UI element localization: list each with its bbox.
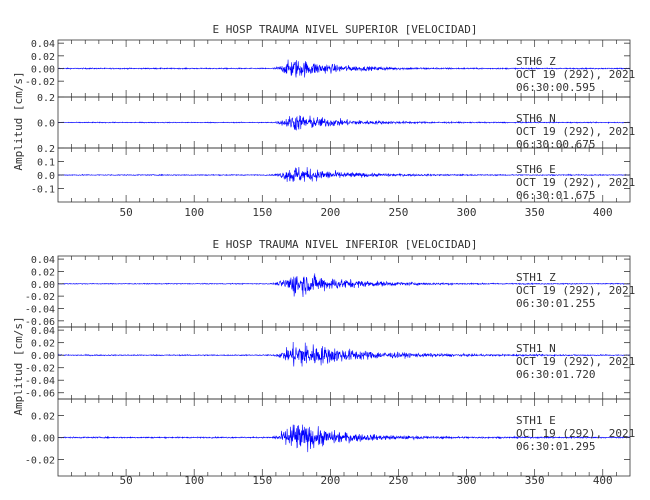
y-tick-label: 0.04 bbox=[31, 255, 55, 266]
y-tick-label: -0.06 bbox=[25, 317, 55, 328]
station-date-label: OCT 19 (292), 2021 bbox=[516, 284, 635, 297]
x-tick-label: 350 bbox=[525, 206, 545, 219]
y-tick-label: -0.1 bbox=[31, 185, 55, 196]
x-tick-label: 250 bbox=[389, 474, 409, 487]
station-component-label: STH6 N bbox=[516, 112, 556, 125]
y-tick-label: 0.00 bbox=[31, 280, 55, 291]
station-date-label: OCT 19 (292), 2021 bbox=[516, 125, 635, 138]
station-component-label: STH6 E bbox=[516, 163, 556, 176]
waveform-trace bbox=[57, 115, 631, 131]
station-time-label: 06:30:01.675 bbox=[516, 189, 595, 202]
x-tick-label: 50 bbox=[119, 474, 132, 487]
x-tick-label: 200 bbox=[320, 474, 340, 487]
station-date-label: OCT 19 (292), 2021 bbox=[516, 427, 635, 440]
station-date-label: OCT 19 (292), 2021 bbox=[516, 68, 635, 81]
y-tick-label: -0.04 bbox=[25, 376, 55, 387]
x-tick-label: 400 bbox=[593, 206, 613, 219]
x-tick-label: 150 bbox=[252, 474, 272, 487]
y-tick-label: -0.02 bbox=[25, 77, 55, 88]
y-tick-label: 0.00 bbox=[31, 351, 55, 362]
y-tick-label: 0.02 bbox=[31, 267, 55, 278]
station-date-label: OCT 19 (292), 2021 bbox=[516, 176, 635, 189]
x-tick-label: 200 bbox=[320, 206, 340, 219]
seismogram-chart-superior: E HOSP TRAUMA NIVEL SUPERIOR [VELOCIDAD]… bbox=[12, 23, 635, 219]
y-tick-label: 0.0 bbox=[37, 119, 55, 130]
station-time-label: 06:30:01.255 bbox=[516, 297, 595, 310]
y-tick-label: 0.00 bbox=[31, 65, 55, 76]
station-component-label: STH6 Z bbox=[516, 55, 556, 68]
y-tick-label: 0.1 bbox=[37, 158, 55, 169]
y-axis-label: Amplitud [cm/s] bbox=[12, 316, 25, 415]
y-tick-label: 0.0 bbox=[37, 171, 55, 182]
station-time-label: 06:30:01.295 bbox=[516, 440, 595, 453]
y-tick-label: 0.02 bbox=[31, 339, 55, 350]
y-tick-label: 0.04 bbox=[31, 326, 55, 337]
station-time-label: 06:30:01.720 bbox=[516, 368, 595, 381]
y-tick-label: 0.2 bbox=[37, 144, 55, 155]
chart-title: E HOSP TRAUMA NIVEL INFERIOR [VELOCIDAD] bbox=[213, 238, 478, 251]
station-component-label: STH1 N bbox=[516, 342, 556, 355]
waveform-trace bbox=[57, 341, 631, 367]
waveform-trace bbox=[57, 166, 631, 182]
x-tick-label: 350 bbox=[525, 474, 545, 487]
chart-title: E HOSP TRAUMA NIVEL SUPERIOR [VELOCIDAD] bbox=[213, 23, 478, 36]
station-date-label: OCT 19 (292), 2021 bbox=[516, 355, 635, 368]
x-tick-label: 400 bbox=[593, 474, 613, 487]
y-tick-label: -0.06 bbox=[25, 389, 55, 400]
y-tick-label: 0.04 bbox=[31, 39, 55, 50]
y-tick-label: 0.02 bbox=[31, 52, 55, 63]
station-time-label: 06:30:00.675 bbox=[516, 138, 595, 151]
y-tick-label: -0.02 bbox=[25, 456, 55, 467]
x-tick-label: 100 bbox=[184, 206, 204, 219]
y-tick-label: -0.04 bbox=[25, 304, 55, 315]
x-tick-label: 300 bbox=[457, 206, 477, 219]
x-tick-label: 250 bbox=[389, 206, 409, 219]
y-tick-label: -0.02 bbox=[25, 292, 55, 303]
y-tick-label: 0.00 bbox=[31, 434, 55, 445]
waveform-trace bbox=[57, 273, 631, 298]
y-axis-label: Amplitud [cm/s] bbox=[12, 71, 25, 170]
x-tick-label: 50 bbox=[119, 206, 132, 219]
y-tick-label: -0.02 bbox=[25, 364, 55, 375]
x-tick-label: 300 bbox=[457, 474, 477, 487]
x-tick-label: 150 bbox=[252, 206, 272, 219]
x-tick-label: 100 bbox=[184, 474, 204, 487]
station-time-label: 06:30:00.595 bbox=[516, 81, 595, 94]
station-component-label: STH1 E bbox=[516, 414, 556, 427]
y-tick-label: 0.02 bbox=[31, 412, 55, 423]
waveform-trace bbox=[57, 59, 631, 78]
y-tick-label: 0.2 bbox=[37, 93, 55, 104]
seismogram-chart-inferior: E HOSP TRAUMA NIVEL INFERIOR [VELOCIDAD]… bbox=[12, 238, 635, 487]
waveform-trace bbox=[58, 424, 631, 453]
station-component-label: STH1 Z bbox=[516, 271, 556, 284]
